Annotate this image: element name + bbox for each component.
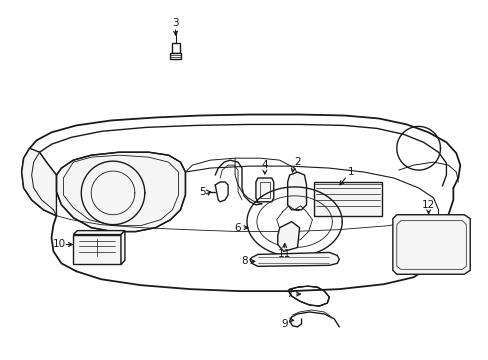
Polygon shape xyxy=(277,222,299,251)
Polygon shape xyxy=(121,231,124,264)
Text: 5: 5 xyxy=(199,187,205,197)
Text: 6: 6 xyxy=(234,222,241,233)
Text: 12: 12 xyxy=(421,200,434,210)
Polygon shape xyxy=(392,215,469,274)
Text: 4: 4 xyxy=(261,160,267,170)
Polygon shape xyxy=(56,152,185,231)
Polygon shape xyxy=(171,43,179,53)
Text: 2: 2 xyxy=(294,157,300,167)
Polygon shape xyxy=(249,252,339,266)
Polygon shape xyxy=(255,178,273,202)
Text: 11: 11 xyxy=(278,249,291,260)
Polygon shape xyxy=(314,182,381,216)
Polygon shape xyxy=(73,235,121,264)
Text: 7: 7 xyxy=(286,289,292,299)
Text: 1: 1 xyxy=(347,167,354,177)
Text: 10: 10 xyxy=(53,239,66,249)
Text: 3: 3 xyxy=(172,18,179,28)
Polygon shape xyxy=(73,231,124,235)
Text: 9: 9 xyxy=(281,319,287,329)
Polygon shape xyxy=(287,172,306,210)
Polygon shape xyxy=(169,53,181,59)
Polygon shape xyxy=(21,148,56,216)
Text: 8: 8 xyxy=(241,256,248,266)
